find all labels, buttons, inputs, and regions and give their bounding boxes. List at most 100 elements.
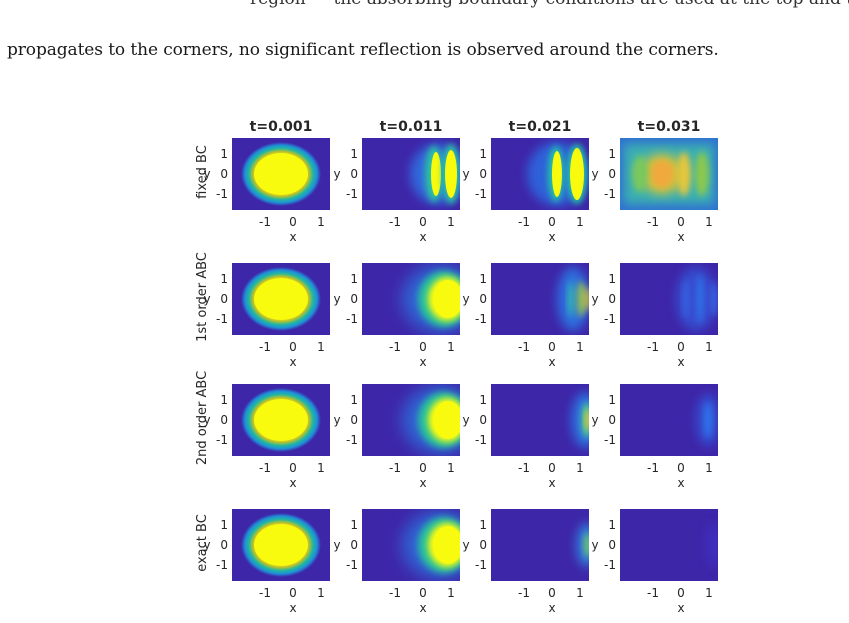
y-tick-label: 0 — [479, 292, 487, 306]
y-tick-label: -1 — [604, 433, 616, 447]
panel-axes: 1 0 -1 -1 0 1 x y — [462, 393, 583, 490]
x-axis-label: x — [289, 476, 296, 490]
heatmap-panel — [491, 263, 589, 335]
x-axis-label: x — [677, 355, 684, 369]
panel-axes: 1 0 -1 -1 0 1 x y — [333, 272, 454, 369]
x-tick-label: 0 — [419, 461, 427, 475]
paragraph-text: propagates to the corners, no significan… — [7, 40, 719, 60]
panel-axes: 1 0 -1 -1 0 1 x y — [591, 393, 712, 490]
x-tick-label: 1 — [317, 586, 325, 600]
x-tick-label: 0 — [419, 215, 427, 229]
y-tick-label: -1 — [475, 558, 487, 572]
x-axis-label: x — [419, 355, 426, 369]
heatmap-panel — [620, 263, 718, 335]
y-axis-label: y — [462, 292, 469, 306]
panel-axes: 1 0 -1 -1 0 1 x y — [591, 518, 712, 615]
cut-off-text-line: region — the absorbing boundary conditio… — [250, 0, 849, 9]
x-tick-label: -1 — [647, 586, 659, 600]
x-tick-label: 0 — [289, 215, 297, 229]
panel-axes: 1 0 -1 -1 0 1 x y — [203, 272, 324, 369]
x-axis-label: x — [548, 230, 555, 244]
row-label: 1st order ABC — [195, 252, 210, 342]
y-tick-label: -1 — [604, 187, 616, 201]
y-axis-label: y — [591, 292, 598, 306]
y-tick-label: 0 — [479, 413, 487, 427]
x-tick-label: -1 — [518, 586, 530, 600]
y-tick-label: -1 — [346, 433, 358, 447]
y-tick-label: 0 — [608, 167, 616, 181]
y-tick-label: -1 — [216, 558, 228, 572]
y-tick-label: 1 — [350, 518, 358, 532]
y-tick-label: -1 — [216, 312, 228, 326]
heatmap-panel — [620, 509, 718, 581]
heatmap-panel — [232, 509, 330, 581]
x-tick-label: -1 — [259, 586, 271, 600]
x-tick-label: -1 — [389, 340, 401, 354]
x-tick-label: 1 — [705, 586, 713, 600]
y-axis-label: y — [203, 167, 210, 181]
x-tick-label: -1 — [647, 461, 659, 475]
x-tick-label: 1 — [705, 215, 713, 229]
x-tick-label: -1 — [647, 215, 659, 229]
y-tick-label: 0 — [608, 538, 616, 552]
y-tick-label: -1 — [475, 312, 487, 326]
x-tick-label: 1 — [447, 340, 455, 354]
x-tick-label: 0 — [677, 461, 685, 475]
y-tick-label: 1 — [220, 147, 228, 161]
x-tick-label: -1 — [518, 461, 530, 475]
heatmap-panel — [362, 138, 460, 210]
heatmap-panel — [362, 384, 460, 456]
y-tick-label: 1 — [220, 272, 228, 286]
x-tick-label: 1 — [447, 215, 455, 229]
x-tick-label: -1 — [518, 340, 530, 354]
heatmap-panel — [232, 263, 330, 335]
heatmap-panel — [362, 509, 460, 581]
y-axis-label: y — [203, 292, 210, 306]
y-axis-label: y — [203, 538, 210, 552]
panel-axes: 1 0 -1 -1 0 1 x y — [333, 518, 454, 615]
x-tick-label: -1 — [389, 461, 401, 475]
panel-axes: 1 0 -1 -1 0 1 x y — [462, 147, 583, 244]
y-tick-label: 0 — [220, 538, 228, 552]
y-tick-label: -1 — [604, 558, 616, 572]
y-axis-label: y — [462, 413, 469, 427]
y-tick-label: 1 — [350, 272, 358, 286]
column-title: t=0.011 — [380, 119, 443, 135]
panel-axes: 1 0 -1 -1 0 1 x y — [203, 393, 324, 490]
y-axis-label: y — [333, 167, 340, 181]
y-tick-label: 1 — [479, 518, 487, 532]
y-tick-label: 0 — [350, 292, 358, 306]
x-tick-label: 1 — [576, 586, 584, 600]
panel-axes: 1 0 -1 -1 0 1 x y — [591, 147, 712, 244]
y-tick-label: -1 — [475, 433, 487, 447]
x-tick-label: 0 — [677, 340, 685, 354]
x-tick-label: -1 — [259, 340, 271, 354]
y-tick-label: -1 — [475, 187, 487, 201]
x-axis-label: x — [548, 601, 555, 615]
heatmap-panel — [620, 138, 718, 210]
x-tick-label: 0 — [677, 215, 685, 229]
heatmap-panel — [491, 138, 589, 210]
heatmap-panel — [232, 138, 330, 210]
panel-axes: 1 0 -1 -1 0 1 x y — [203, 147, 324, 244]
panel-axes: 1 0 -1 -1 0 1 x y — [462, 272, 583, 369]
y-tick-label: 1 — [220, 393, 228, 407]
heatmap-panel — [620, 384, 718, 456]
y-tick-label: -1 — [346, 558, 358, 572]
x-tick-label: 0 — [548, 461, 556, 475]
y-tick-label: 1 — [608, 518, 616, 532]
x-axis-label: x — [677, 476, 684, 490]
panel-axes: 1 0 -1 -1 0 1 x y — [462, 518, 583, 615]
x-axis-label: x — [419, 230, 426, 244]
y-tick-label: 1 — [479, 272, 487, 286]
y-tick-label: 0 — [350, 167, 358, 181]
column-title: t=0.031 — [638, 119, 701, 135]
y-tick-label: 0 — [350, 538, 358, 552]
x-tick-label: 1 — [705, 340, 713, 354]
x-tick-label: 0 — [548, 340, 556, 354]
heatmap-panel — [491, 384, 589, 456]
y-tick-label: 0 — [608, 292, 616, 306]
y-tick-label: 1 — [220, 518, 228, 532]
x-tick-label: -1 — [259, 461, 271, 475]
